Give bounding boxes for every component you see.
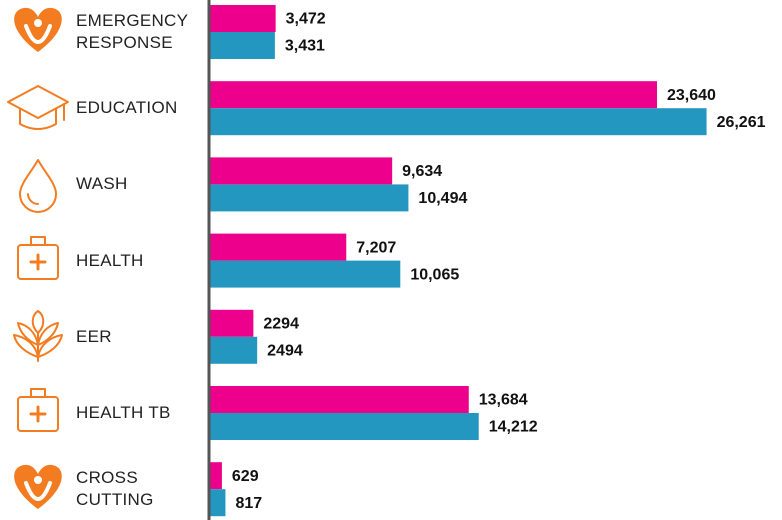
bar xyxy=(210,309,254,337)
value-label: 23,640 xyxy=(667,87,716,104)
category-label: WASH xyxy=(76,174,128,194)
icon-drop xyxy=(19,159,57,213)
bar xyxy=(210,233,347,261)
bar xyxy=(210,157,393,185)
value-label: 10,494 xyxy=(418,190,467,207)
bar xyxy=(210,5,276,32)
bar xyxy=(210,336,258,364)
value-label: 817 xyxy=(235,495,262,512)
bar xyxy=(210,32,275,59)
bar xyxy=(210,489,226,517)
bar xyxy=(210,413,479,440)
value-label: 7,207 xyxy=(356,239,396,256)
icon-medkit xyxy=(17,236,59,280)
icon-medkit xyxy=(17,388,59,432)
icon-heart xyxy=(14,7,62,52)
category-label: EDUCATION xyxy=(76,98,178,118)
value-label: 2494 xyxy=(267,343,303,360)
bar xyxy=(210,184,409,212)
bar xyxy=(210,108,707,136)
bar xyxy=(210,462,222,490)
value-label: 26,261 xyxy=(717,114,766,131)
category-label: HEALTH TB xyxy=(76,403,171,422)
icon-heart xyxy=(14,464,62,509)
icon-cap xyxy=(7,85,69,130)
icon-wheat xyxy=(13,310,63,362)
category-label: CROSS CUTTING xyxy=(76,468,154,510)
category-label: HEALTH xyxy=(76,250,144,270)
value-label: 3,431 xyxy=(285,38,325,55)
bar xyxy=(210,260,401,288)
value-label: 2294 xyxy=(263,316,299,333)
value-label: 629 xyxy=(232,468,259,485)
value-label: 13,684 xyxy=(479,392,528,409)
bar xyxy=(210,386,469,413)
bar xyxy=(210,81,658,109)
value-label: 9,634 xyxy=(402,163,442,180)
category-label: EMERGENCY RESPONSE xyxy=(76,11,188,52)
value-label: 10,065 xyxy=(410,266,459,283)
category-label: EER xyxy=(76,326,112,346)
value-label: 3,472 xyxy=(286,11,326,28)
value-label: 14,212 xyxy=(489,419,538,436)
